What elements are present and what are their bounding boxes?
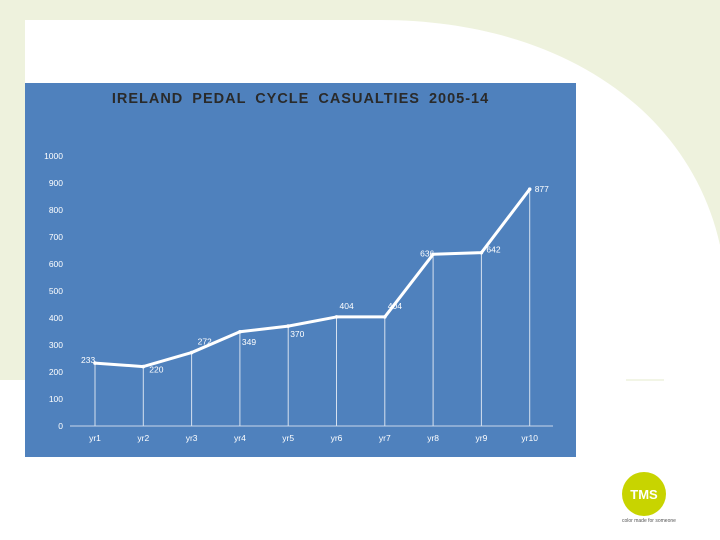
tms-logo: TMS color made for someone xyxy=(612,472,712,532)
x-tick-label: yr10 xyxy=(521,433,538,443)
data-label: 877 xyxy=(535,184,549,194)
logo-mark: TMS xyxy=(622,472,666,516)
data-label: 642 xyxy=(486,245,500,255)
data-point xyxy=(431,252,435,257)
chart-title: IRELAND PEDAL CYCLE CASUALTIES 2005-14 xyxy=(111,91,490,107)
x-tick-label: yr4 xyxy=(234,433,246,443)
data-point xyxy=(479,250,484,255)
series-line xyxy=(94,188,531,369)
data-label: 370 xyxy=(290,329,304,339)
logo-tagline: color made for someone xyxy=(622,518,676,524)
y-tick-label: 500 xyxy=(49,286,63,296)
line-chart: 0 100 200 300 400 500 600 700 800 900 1000 233 220 27… xyxy=(44,151,553,443)
data-label: 220 xyxy=(149,365,163,375)
y-tick-label: 200 xyxy=(49,367,63,377)
y-tick-label: 400 xyxy=(49,313,63,323)
data-label: 636 xyxy=(420,248,434,258)
y-tick-label: 100 xyxy=(49,394,63,404)
y-tick-label: 800 xyxy=(49,205,63,215)
x-tick-label: yr5 xyxy=(282,433,294,443)
data-point xyxy=(189,350,194,355)
x-tick-label: yr6 xyxy=(331,433,343,443)
data-point xyxy=(334,315,339,319)
data-point xyxy=(141,364,146,369)
data-point xyxy=(286,324,291,328)
data-label: 404 xyxy=(388,301,402,311)
y-tick-label: 900 xyxy=(49,178,63,188)
chart-panel: IRELAND PEDAL CYCLE CASUALTIES 2005-14 0… xyxy=(25,83,576,457)
data-point xyxy=(383,315,387,319)
y-tick-label: 300 xyxy=(49,340,63,350)
data-label: 233 xyxy=(81,355,95,365)
data-label: 404 xyxy=(340,301,354,311)
data-point xyxy=(238,329,242,334)
x-tick-label: yr3 xyxy=(186,433,198,443)
x-tick-label: yr8 xyxy=(427,433,439,443)
x-tick-label: yr9 xyxy=(475,433,487,443)
y-tick-label: 1000 xyxy=(44,151,63,161)
data-point xyxy=(527,187,532,192)
x-tick-label: yr2 xyxy=(137,433,149,443)
data-label: 349 xyxy=(242,337,256,347)
y-tick-label: 700 xyxy=(49,232,63,242)
data-label: 272 xyxy=(198,337,212,347)
x-tick-label: yr1 xyxy=(89,433,101,443)
data-point xyxy=(93,361,97,365)
y-tick-label: 0 xyxy=(58,421,63,431)
y-tick-label: 600 xyxy=(49,259,63,269)
x-tick-label: yr7 xyxy=(379,433,391,443)
